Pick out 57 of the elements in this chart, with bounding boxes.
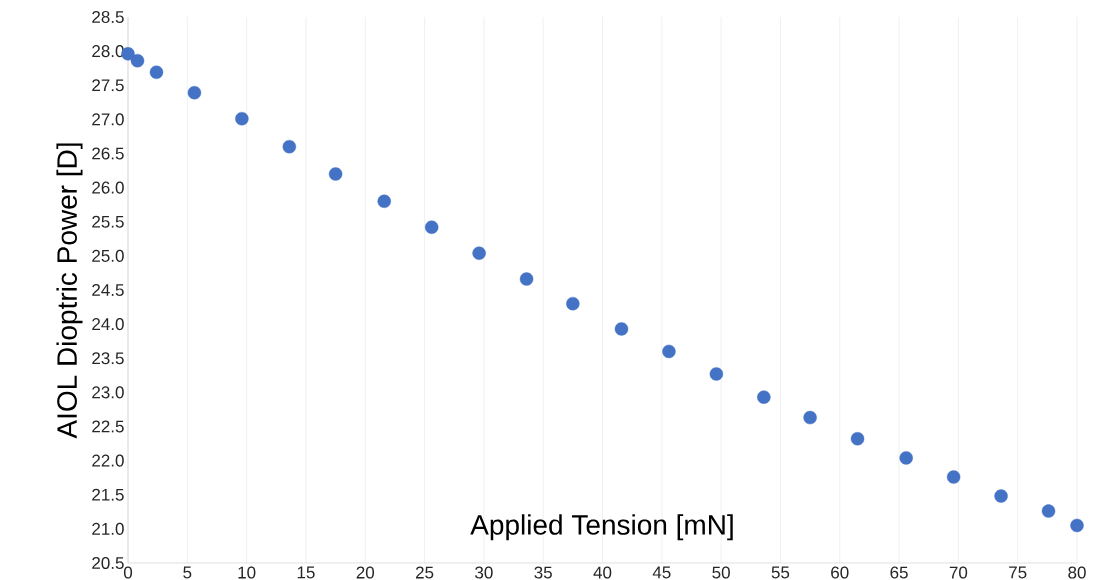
point [850,432,865,446]
point [130,53,145,68]
x-tick-label: 60 [831,566,849,579]
x-tick-label: 25 [415,566,434,579]
y-tick-label: 23.5 [92,352,124,365]
point [1041,504,1056,518]
y-tick-label: 22.5 [92,420,124,433]
x-tick-label: 30 [475,566,493,579]
x-tick-label: 45 [652,566,671,579]
y-tick-label: 20.5 [92,556,124,570]
y-tick-label: 28.5 [92,10,124,24]
y-tick-label: 26.5 [92,147,124,160]
point [803,410,817,425]
point [1070,518,1084,533]
point [328,167,343,181]
point [662,344,676,359]
point [282,139,297,154]
y-tick-label: 21.5 [92,488,124,501]
x-tick-label: 10 [238,566,256,579]
x-tick-label: 0 [123,566,133,579]
y-tick-label: 24.5 [92,283,124,297]
x-tick-label: 55 [771,566,790,579]
point [235,111,249,126]
point [709,367,724,381]
y-tick-label: 25.0 [92,249,124,262]
point [899,451,913,465]
y-tick-label: 22.0 [92,454,124,467]
x-tick-label: 75 [1009,566,1027,579]
x-tick-label: 5 [183,566,192,579]
y-tick-label: 27.0 [92,113,124,126]
y-tick-label: 25.5 [92,215,124,228]
x-axis-title: Applied Tension [mN] [470,514,733,541]
x-tick-label: 15 [297,566,315,579]
x-tick-label: 40 [593,566,612,579]
x-tick-label: 70 [949,566,968,579]
point [424,220,439,234]
y-tick-label: 24.0 [92,318,124,331]
point [377,194,391,208]
x-tick-label: 65 [890,566,908,579]
point [566,296,580,311]
x-tick-label: 80 [1068,566,1086,579]
x-tick-label: 35 [534,566,552,579]
point [472,246,486,260]
point [757,390,771,404]
point [614,322,629,336]
point [149,65,164,79]
y-tick-label: 26.0 [92,181,124,194]
y-axis-title: AIOL Dioptric Power [D] [56,143,83,439]
point [187,86,202,100]
point [946,470,961,484]
y-tick-label: 21.0 [92,522,124,535]
y-tick-label: 23.0 [92,386,124,399]
y-tick-label: 27.5 [92,79,124,92]
x-tick-label: 20 [356,566,375,579]
x-tick-label: 50 [712,566,730,579]
point [994,489,1008,503]
point [519,272,534,286]
